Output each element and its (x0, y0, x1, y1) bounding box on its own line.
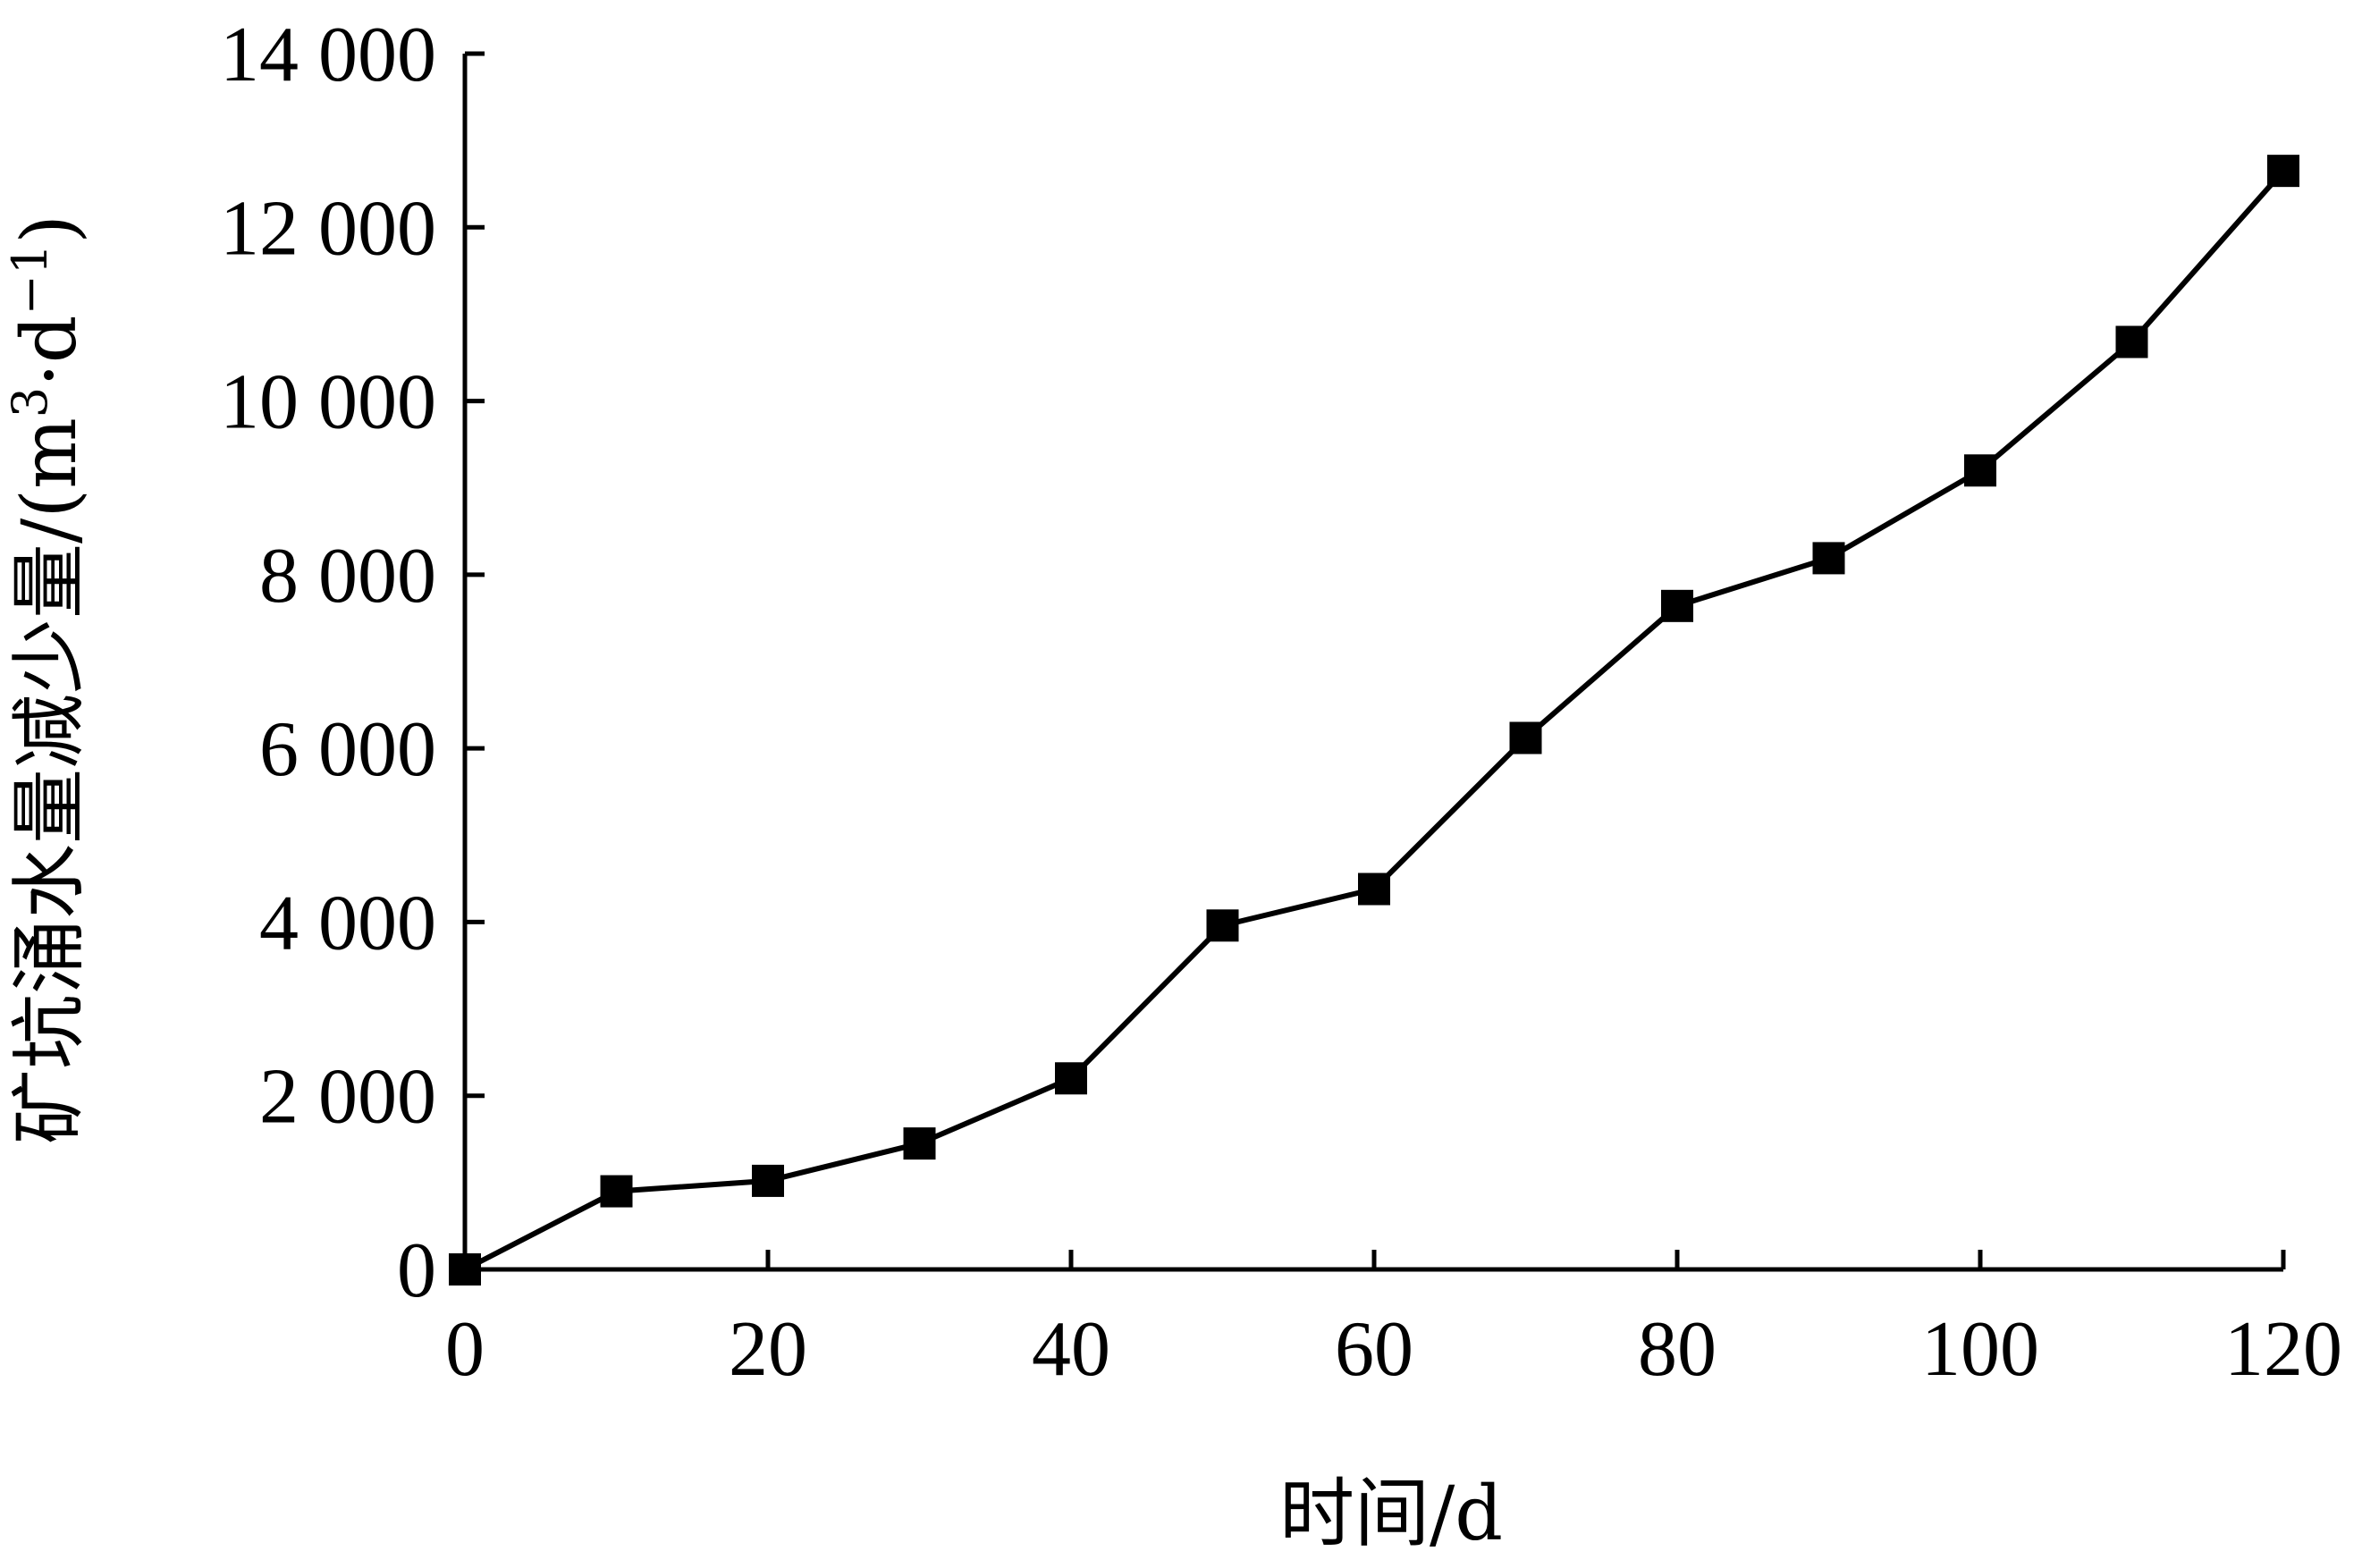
data-point-marker (1206, 909, 1239, 942)
data-point-marker (1661, 589, 1693, 622)
y-axis-title-main: 矿坑涌水量减少量/(m (5, 417, 93, 1144)
series-markers (449, 155, 2299, 1286)
x-axis-title: 时间/d (1279, 1470, 1503, 1557)
y-tick-label: 2 000 (259, 1054, 436, 1141)
x-tick-label: 80 (1638, 1306, 1717, 1393)
data-point-marker (600, 1175, 633, 1208)
y-axis-title-end: ) (5, 215, 93, 244)
data-point-marker (1509, 721, 1542, 754)
y-tick-label: 8 000 (259, 533, 436, 620)
axes (462, 54, 2283, 1272)
data-point-marker (752, 1164, 784, 1197)
data-point-marker (1964, 454, 1996, 487)
y-axis-title-mid: ·d (5, 315, 93, 386)
y-tick-label: 14 000 (220, 12, 436, 98)
y-tick-label: 6 000 (259, 706, 436, 793)
y-tick-label: 10 000 (220, 359, 436, 446)
data-point-marker (903, 1127, 936, 1160)
x-tick-label: 60 (1335, 1306, 1413, 1393)
y-tick-label: 0 (397, 1227, 436, 1314)
x-tick-label: 20 (729, 1306, 807, 1393)
x-tick-label: 120 (2224, 1306, 2342, 1393)
data-point-marker (449, 1253, 481, 1286)
y-axis-title-sup1: 3 (2, 387, 58, 417)
series-group (449, 155, 2299, 1286)
x-tick-label: 100 (1921, 1306, 2039, 1393)
series-line (463, 169, 2286, 1272)
data-point-marker (1812, 542, 1845, 575)
data-point-marker (2267, 155, 2299, 188)
y-axis-title-sup2: −1 (2, 244, 58, 316)
x-tick-label: 40 (1032, 1306, 1110, 1393)
x-tick-label: 0 (445, 1306, 485, 1393)
y-tick-label: 4 000 (259, 880, 436, 966)
y-tick-label: 12 000 (220, 185, 436, 272)
data-point-marker (2115, 325, 2148, 358)
data-point-marker (1358, 873, 1390, 906)
data-point-marker (1055, 1062, 1087, 1095)
x-ticks: 0 20 40 60 80 100 120 (445, 1250, 2342, 1393)
y-axis-title: 矿坑涌水量减少量/(m3·d−1) (2, 215, 93, 1144)
y-ticks: 0 2 000 4 000 6 000 8 000 10 000 12 000 14 000 (220, 12, 485, 1314)
